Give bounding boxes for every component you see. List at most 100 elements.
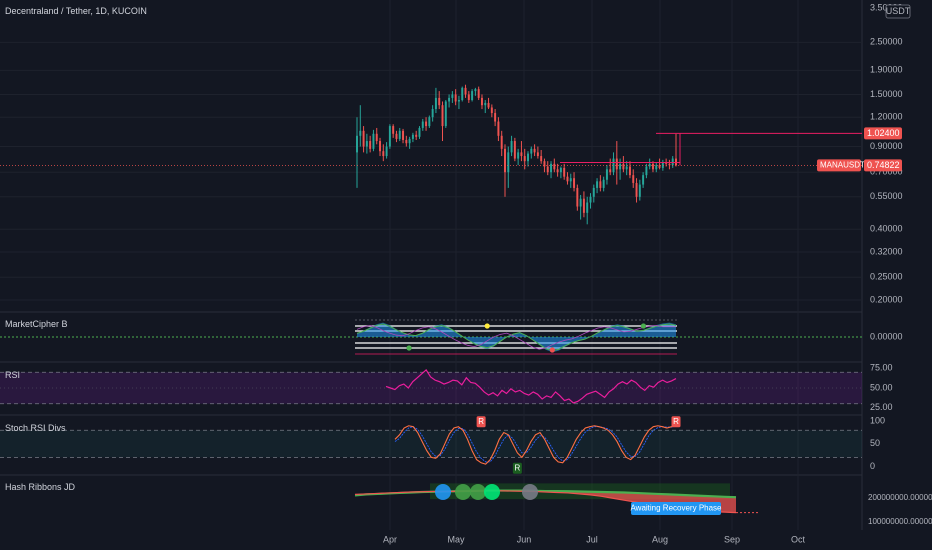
candle-body[interactable]	[428, 117, 431, 127]
candle-body[interactable]	[645, 166, 648, 176]
candle-body[interactable]	[651, 163, 654, 170]
candle-body[interactable]	[527, 153, 529, 162]
candle-body[interactable]	[563, 167, 566, 177]
candle-body[interactable]	[408, 138, 411, 144]
candle-body[interactable]	[599, 181, 602, 188]
candle-body[interactable]	[375, 133, 378, 142]
divergence-marker[interactable]	[476, 416, 486, 428]
candle-body[interactable]	[553, 163, 556, 170]
candle-body[interactable]	[359, 130, 362, 136]
candle-body[interactable]	[628, 166, 631, 176]
candle-body[interactable]	[362, 130, 365, 147]
candle-body[interactable]	[477, 89, 480, 98]
candle-body[interactable]	[665, 162, 668, 164]
candle-body[interactable]	[444, 101, 447, 127]
candle-body[interactable]	[566, 176, 569, 182]
candle-body[interactable]	[484, 102, 487, 106]
hashribbons-title[interactable]: Hash Ribbons JD	[5, 482, 76, 492]
candle-body[interactable]	[559, 167, 562, 173]
candle-body[interactable]	[546, 166, 549, 173]
candle-body[interactable]	[464, 87, 467, 95]
candle-body[interactable]	[586, 202, 589, 213]
candle-body[interactable]	[635, 182, 638, 197]
candle-body[interactable]	[592, 187, 595, 197]
candle-body[interactable]	[530, 148, 533, 154]
candle-body[interactable]	[474, 89, 477, 92]
candle-body[interactable]	[655, 165, 658, 170]
candle-body[interactable]	[431, 109, 434, 118]
candle-body[interactable]	[382, 151, 385, 157]
candle-body[interactable]	[648, 163, 651, 167]
candle-body[interactable]	[658, 165, 661, 168]
candle-body[interactable]	[461, 87, 464, 101]
signal-dot[interactable]	[640, 323, 647, 329]
candle-body[interactable]	[379, 141, 382, 152]
candle-body[interactable]	[411, 134, 414, 139]
ribbon-signal-circle[interactable]	[455, 484, 471, 500]
candle-body[interactable]	[385, 146, 388, 157]
candle-body[interactable]	[372, 133, 375, 149]
ribbon-signal-circle[interactable]	[484, 484, 500, 500]
candle-body[interactable]	[441, 105, 444, 127]
candle-body[interactable]	[402, 130, 405, 140]
signal-dot[interactable]	[484, 323, 490, 329]
currency-badge[interactable]	[885, 4, 911, 19]
candle-body[interactable]	[619, 163, 622, 170]
candle-body[interactable]	[454, 94, 457, 102]
candle-body[interactable]	[395, 133, 398, 139]
candle-body[interactable]	[517, 152, 520, 159]
signal-dot[interactable]	[406, 345, 412, 351]
stochrsi-title[interactable]: Stoch RSI Divs	[5, 423, 66, 433]
candle-body[interactable]	[668, 163, 671, 166]
candle-body[interactable]	[487, 102, 490, 108]
candle-body[interactable]	[471, 91, 474, 101]
rsi-line[interactable]	[385, 369, 677, 404]
candle-body[interactable]	[550, 163, 553, 173]
candle-body[interactable]	[365, 141, 368, 147]
ribbon-signal-circle[interactable]	[470, 484, 486, 500]
stoch-d-line[interactable]	[394, 425, 677, 463]
last-price-badge[interactable]	[864, 159, 902, 172]
signal-dot[interactable]	[549, 347, 555, 353]
candle-body[interactable]	[494, 113, 497, 122]
candle-body[interactable]	[543, 161, 546, 167]
candle-body[interactable]	[622, 163, 625, 170]
candle-body[interactable]	[415, 134, 418, 137]
candle-body[interactable]	[500, 135, 503, 149]
candle-body[interactable]	[490, 107, 493, 114]
candle-body[interactable]	[425, 121, 428, 127]
ribbon-signal-circle[interactable]	[435, 484, 451, 500]
candle-body[interactable]	[625, 166, 628, 170]
candle-body[interactable]	[497, 121, 500, 136]
candle-body[interactable]	[615, 158, 618, 170]
candle-body[interactable]	[573, 178, 576, 188]
candle-body[interactable]	[533, 148, 536, 153]
candle-body[interactable]	[609, 169, 612, 173]
candle-body[interactable]	[589, 196, 592, 203]
level-badge[interactable]	[864, 127, 902, 140]
rsi-title[interactable]: RSI	[5, 370, 21, 380]
candle-body[interactable]	[582, 198, 585, 213]
candle-body[interactable]	[451, 94, 454, 98]
candle-body[interactable]	[661, 162, 664, 168]
candle-body[interactable]	[388, 126, 391, 147]
candle-body[interactable]	[536, 152, 539, 157]
candle-body[interactable]	[398, 130, 401, 139]
symbol-badge[interactable]	[817, 159, 861, 172]
marketcipher-title[interactable]: MarketCipher B	[5, 319, 68, 329]
candle-body[interactable]	[421, 121, 424, 128]
ribbon-signal-circle[interactable]	[522, 484, 538, 500]
candle-body[interactable]	[504, 148, 506, 173]
candle-body[interactable]	[596, 181, 599, 188]
candle-body[interactable]	[480, 97, 483, 106]
recovery-annotation[interactable]	[631, 502, 721, 515]
candle-body[interactable]	[507, 152, 510, 173]
candle-body[interactable]	[638, 184, 641, 197]
candle-body[interactable]	[576, 187, 579, 207]
divergence-marker[interactable]	[671, 416, 681, 428]
candle-body[interactable]	[642, 175, 645, 185]
candle-body[interactable]	[520, 152, 523, 157]
candle-body[interactable]	[605, 169, 608, 180]
candle-body[interactable]	[556, 169, 559, 173]
